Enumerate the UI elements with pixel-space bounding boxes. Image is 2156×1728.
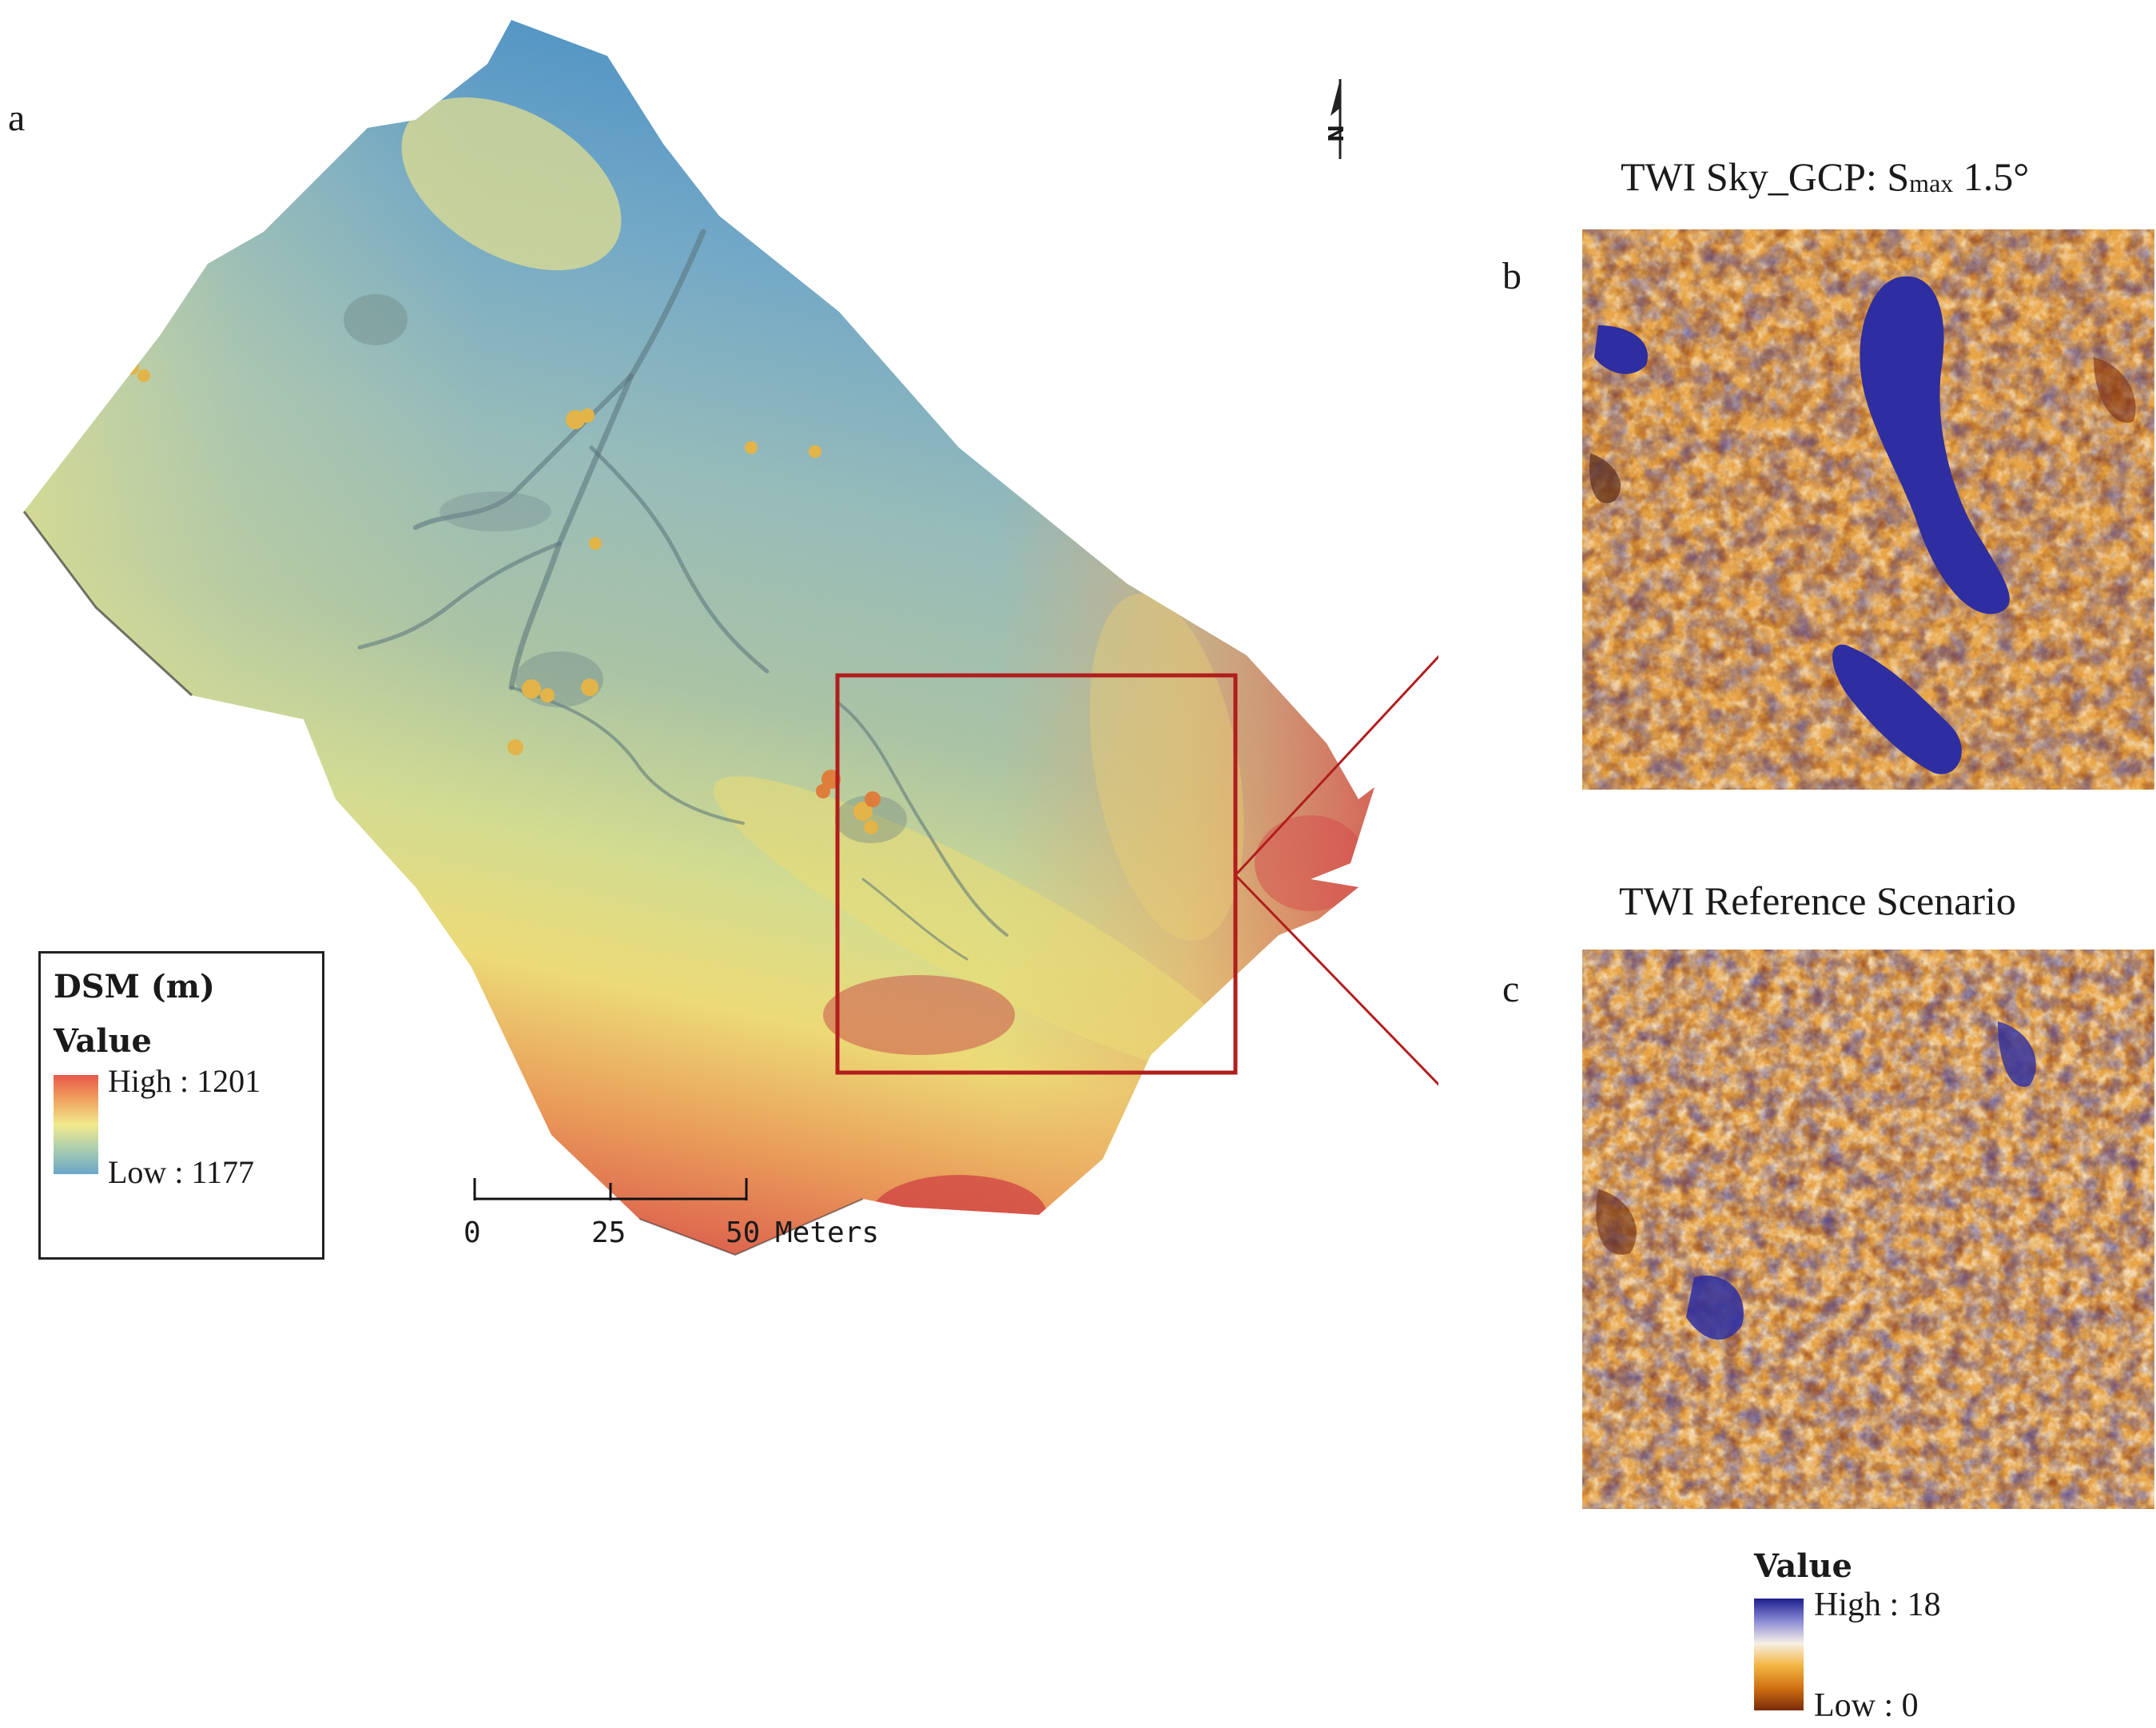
panel-b-title-subscript: max — [1909, 169, 1954, 197]
panel-b-title: TWI Sky_GCP: Smax 1.5° — [1621, 153, 2029, 200]
panel-c-title: TWI Reference Scenario — [1619, 878, 2016, 923]
panel-b-title-main: TWI Sky_GCP: S — [1621, 154, 1910, 199]
twi-sky-gcp-map — [1582, 229, 2154, 790]
scale-tick-50: 50 — [726, 1216, 761, 1249]
north-arrow-label: N — [1324, 125, 1349, 142]
twi-high-label: High : 18 — [1814, 1587, 1941, 1623]
twi-low-label: Low : 0 — [1814, 1687, 1919, 1724]
dsm-legend-title: DSM (m) — [54, 968, 215, 1005]
scale-unit: Meters — [775, 1216, 880, 1249]
panel-label-a: a — [8, 97, 26, 139]
panel-label-c: c — [1502, 968, 1520, 1010]
scale-bar — [473, 1178, 748, 1200]
panel-b-title-end: 1.5° — [1953, 154, 2030, 199]
panel-label-b: b — [1502, 255, 1522, 297]
dsm-legend-value-label: Value — [54, 1022, 153, 1060]
twi-color-ramp — [1754, 1599, 1804, 1710]
north-arrow-icon — [1331, 79, 1342, 159]
dsm-low-label: Low : 1177 — [108, 1154, 254, 1190]
dsm-map — [22, 20, 1438, 1256]
dsm-high-label: High : 1201 — [108, 1063, 261, 1099]
scale-tick-0: 0 — [463, 1216, 481, 1249]
dsm-color-ramp — [54, 1075, 98, 1174]
connector-line-lower — [1234, 874, 1438, 1086]
scale-tick-25: 25 — [591, 1216, 627, 1249]
dsm-legend: DSM (m) Value High : 1201 Low : 1177 — [38, 951, 324, 1260]
twi-legend-value-label: Value — [1754, 1547, 1853, 1585]
connector-line-upper — [1234, 655, 1438, 877]
twi-reference-map — [1582, 950, 2154, 1509]
